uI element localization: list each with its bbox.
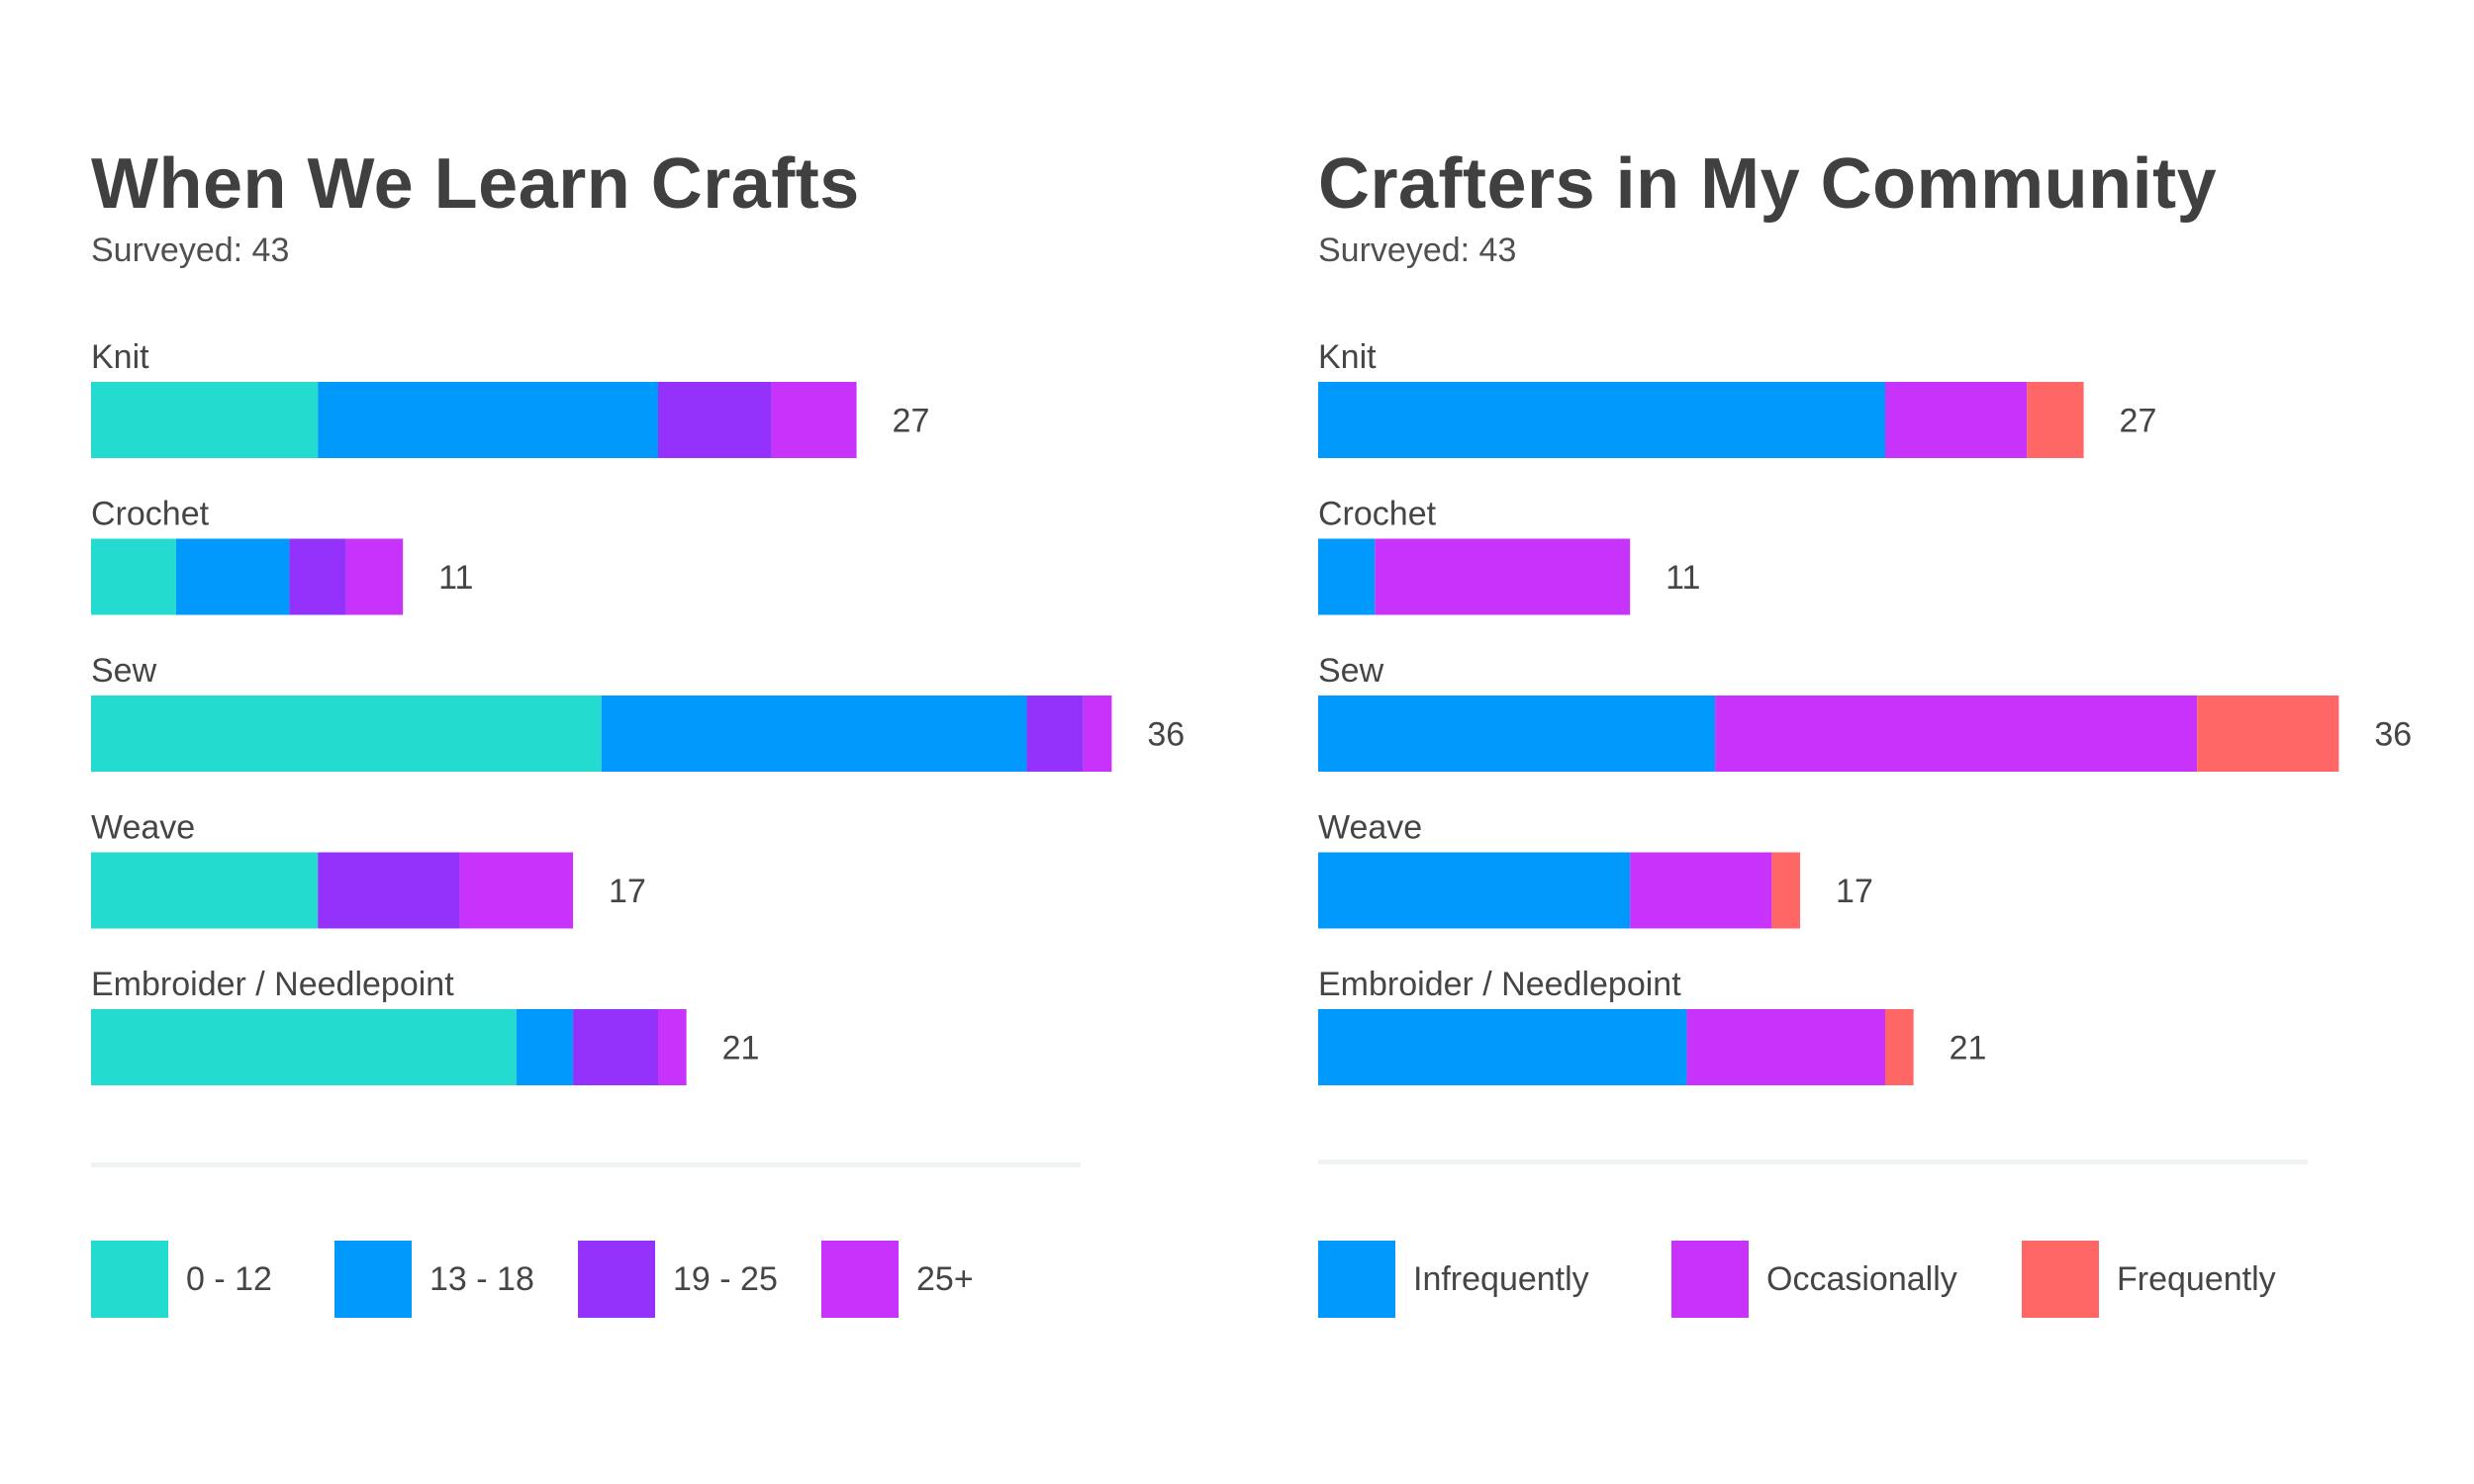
bar-segment-sew-25 [1083,696,1112,772]
bar-segment-weave-0-12 [91,852,319,929]
legend-label: 19 - 25 [673,1260,778,1298]
legend-label: 0 - 12 [186,1260,272,1298]
bar-chart-svg: Knit 27 Crochet 11 Sew 36 Weave 17 Embroider / N… [1318,338,2412,1085]
category-label-knit: Knit [1318,338,1377,376]
chart-subtitle: Surveyed: 43 [1318,232,1517,269]
chart-title: Crafters in My Community [1318,144,2218,224]
bar-segment-knit-infrequently [1318,382,1885,458]
category-label-sew: Sew [91,652,157,690]
category-label-weave: Weave [91,809,195,847]
bar-segment-embroider-needlepoint-frequently [1885,1009,1914,1085]
bar-segment-sew-13-18 [601,696,1027,772]
legend-swatch [1318,1241,1395,1318]
legend-label: Frequently [2117,1260,2276,1298]
total-label-weave: 17 [1836,873,1873,910]
divider [1318,1159,2308,1164]
divider [91,1162,1081,1167]
bar-chart-svg: Knit 27 Crochet 11 Sew 36 Weave 17 Embroider / N… [91,338,1185,1085]
category-label-sew: Sew [1318,652,1384,690]
bar-segment-knit-25 [771,382,857,458]
chart-title: When We Learn Crafts [91,144,860,224]
bar-segment-sew-occasionally [1715,696,2198,772]
total-label-sew: 36 [2374,716,2412,754]
legend-swatch [2022,1241,2099,1318]
total-label-crochet: 11 [1665,559,1700,597]
legend-label: 13 - 18 [429,1260,534,1298]
chart-panel-crafters-community: Crafters in My Community Surveyed: 43 Kn… [1227,0,2454,1484]
bar-segment-weave-25 [459,852,574,929]
legend-swatch [1671,1241,1749,1318]
bar-segment-embroider-needlepoint-infrequently [1318,1009,1687,1085]
bar-segment-knit-frequently [2027,382,2084,458]
legend-swatch [821,1241,899,1318]
category-label-weave: Weave [1318,809,1422,847]
bar-segment-sew-19-25 [1026,696,1084,772]
total-label-sew: 36 [1147,716,1185,754]
bar-segment-sew-0-12 [91,696,602,772]
bar-segment-crochet-25 [345,538,404,615]
total-label-embroider-needlepoint: 21 [722,1030,760,1067]
legend-swatch [91,1241,168,1318]
total-label-crochet: 11 [438,559,473,597]
bar-segment-crochet-13-18 [175,538,290,615]
bar-segment-sew-frequently [2197,696,2339,772]
bar-segment-knit-19-25 [658,382,772,458]
bar-segment-crochet-19-25 [289,538,346,615]
legend-swatch [334,1241,412,1318]
bar-segment-sew-infrequently [1318,696,1716,772]
legend-label: Occasionally [1766,1260,1957,1298]
total-label-weave: 17 [609,873,646,910]
bar-segment-embroider-needlepoint-13-18 [516,1009,574,1085]
bar-segment-weave-occasionally [1630,852,1772,929]
legend-label: Infrequently [1413,1260,1589,1298]
category-label-knit: Knit [91,338,149,376]
chart-subtitle: Surveyed: 43 [91,232,290,269]
bar-segment-crochet-occasionally [1375,538,1631,615]
bar-segment-knit-occasionally [1885,382,2028,458]
total-label-embroider-needlepoint: 21 [1950,1030,1987,1067]
chart-panel-learn-crafts: When We Learn Crafts Surveyed: 43 Knit 27… [0,0,1227,1484]
bar-segment-knit-13-18 [318,382,658,458]
legend-swatch [578,1241,655,1318]
bar-segment-weave-infrequently [1318,852,1631,929]
bar-segment-crochet-infrequently [1318,538,1376,615]
bar-segment-embroider-needlepoint-19-25 [573,1009,658,1085]
category-label-crochet: Crochet [91,496,210,533]
category-label-crochet: Crochet [1318,496,1437,533]
bar-segment-knit-0-12 [91,382,319,458]
bar-segment-embroider-needlepoint-occasionally [1686,1009,1885,1085]
total-label-knit: 27 [2120,403,2157,440]
legend-label: 25+ [916,1260,974,1298]
bar-segment-embroider-needlepoint-25 [658,1009,687,1085]
bar-segment-weave-frequently [1771,852,1801,929]
bar-segment-embroider-needlepoint-0-12 [91,1009,517,1085]
category-label-embroider-needlepoint: Embroider / Needlepoint [91,966,454,1003]
category-label-embroider-needlepoint: Embroider / Needlepoint [1318,966,1681,1003]
bar-segment-crochet-0-12 [91,538,176,615]
total-label-knit: 27 [893,403,930,440]
bar-segment-weave-19-25 [318,852,460,929]
